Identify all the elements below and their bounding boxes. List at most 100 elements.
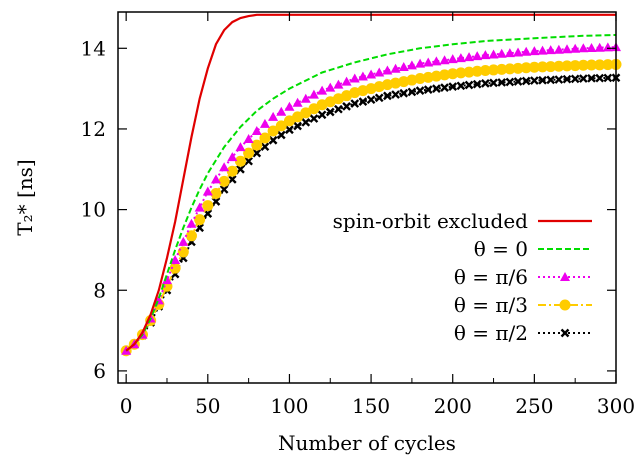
data-point (383, 91, 392, 101)
data-point (398, 76, 410, 88)
data-point (194, 202, 205, 212)
data-point (497, 78, 507, 87)
data-point (520, 62, 532, 74)
legend-marker (559, 299, 571, 311)
data-point (170, 255, 181, 265)
data-point (594, 42, 605, 52)
data-point (234, 155, 246, 167)
data-point (285, 125, 294, 135)
data-point (366, 69, 377, 79)
y-tick-label: 10 (81, 198, 106, 222)
data-point (505, 77, 515, 87)
data-point (545, 45, 556, 55)
data-point (276, 106, 287, 116)
data-point (210, 174, 221, 184)
data-point (235, 142, 246, 152)
data-point (456, 81, 466, 91)
legend-marker (560, 272, 570, 281)
legend-entry: spin-orbit excluded (333, 209, 592, 233)
x-tick-label: 250 (515, 394, 553, 418)
data-point (334, 104, 343, 114)
data-point (439, 55, 450, 65)
data-point (554, 75, 564, 84)
data-point (243, 147, 255, 159)
data-point (210, 187, 222, 199)
data-point (546, 75, 556, 85)
data-point (381, 79, 393, 91)
data-point (284, 101, 295, 111)
data-point (341, 76, 352, 86)
data-point (562, 44, 573, 54)
data-point (537, 61, 549, 73)
data-point (333, 79, 344, 89)
data-point (227, 175, 237, 184)
data-point (489, 78, 498, 88)
y-tick-label: 14 (81, 36, 106, 60)
data-point (390, 77, 402, 89)
data-point (447, 54, 458, 64)
data-point (391, 90, 400, 99)
data-point (455, 53, 466, 63)
data-point (440, 83, 449, 92)
legend-marker (560, 328, 570, 338)
data-point (447, 68, 459, 80)
data-point (178, 236, 189, 246)
data-point (537, 45, 548, 55)
data-point (358, 97, 368, 106)
data-point (595, 73, 605, 83)
legend-label: θ = π/6 (454, 265, 528, 289)
series-0 (125, 13, 616, 352)
data-point (342, 102, 351, 111)
data-point (219, 185, 229, 194)
tick-layer: 0 50 100 150 200 250 300 6 8 10 12 14 (81, 12, 635, 418)
y-tick-label: 12 (81, 117, 106, 141)
data-point (185, 230, 197, 242)
data-point (481, 79, 490, 88)
data-point (317, 110, 327, 120)
data-point (553, 44, 564, 54)
data-point (259, 118, 270, 128)
x-tick-label: 300 (597, 394, 635, 418)
data-point (602, 42, 613, 52)
data-point (512, 62, 524, 74)
data-point (292, 97, 303, 107)
data-point (275, 120, 287, 132)
series-2 (121, 42, 621, 355)
legend: spin-orbit excluded θ = 0 θ = π/6 θ = π/3 θ … (333, 209, 592, 345)
data-point (423, 85, 433, 94)
data-point (562, 74, 572, 84)
data-point (553, 60, 565, 72)
data-point (382, 65, 393, 75)
series-1 (125, 33, 617, 352)
data-point (301, 117, 311, 127)
data-point (267, 125, 279, 137)
data-point (432, 84, 441, 93)
data-point (227, 152, 238, 162)
data-point (390, 63, 401, 73)
data-point (578, 43, 589, 53)
data-point (528, 61, 540, 73)
legend-label: θ = π/2 (454, 321, 528, 345)
y-tick-label: 6 (93, 359, 106, 383)
data-point (464, 80, 474, 90)
data-point (504, 48, 515, 58)
data-point (251, 139, 263, 151)
legend-entry: θ = π/3 (454, 293, 592, 317)
data-point (161, 275, 172, 285)
data-point (464, 52, 475, 62)
data-point (202, 200, 214, 212)
data-point (480, 50, 491, 60)
data-point (570, 74, 580, 84)
x-tick-label: 0 (120, 394, 133, 418)
data-point (521, 76, 531, 86)
data-point (399, 88, 409, 98)
data-point (439, 69, 451, 81)
data-point (561, 60, 573, 72)
series-line (125, 33, 617, 352)
data-point (300, 107, 312, 119)
data-point (431, 56, 442, 66)
data-point (603, 73, 613, 83)
data-point (259, 132, 271, 144)
data-point (586, 59, 598, 71)
